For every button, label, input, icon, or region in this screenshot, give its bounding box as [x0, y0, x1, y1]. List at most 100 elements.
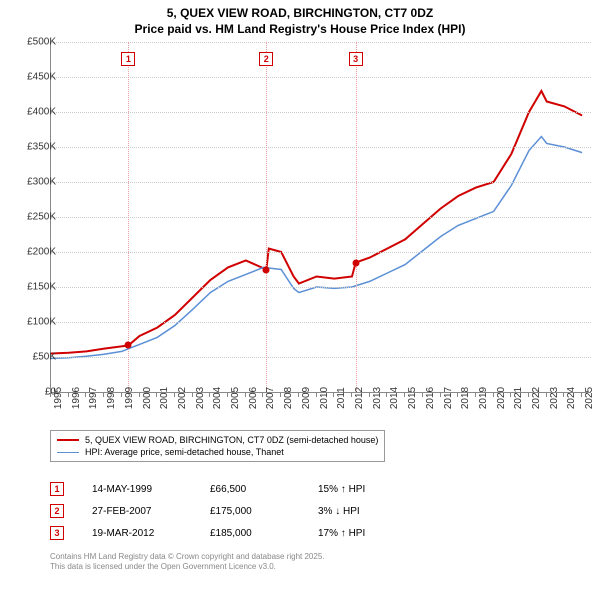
event-num: 3 — [50, 526, 64, 540]
x-tick — [227, 392, 228, 397]
y-axis-label: £200K — [6, 247, 56, 258]
event-row: 114-MAY-1999£66,50015% ↑ HPI — [50, 478, 398, 500]
y-axis-label: £450K — [6, 72, 56, 83]
x-tick — [316, 392, 317, 397]
gridline — [51, 147, 591, 148]
x-axis-label: 2010 — [319, 387, 330, 409]
footer-line-2: This data is licensed under the Open Gov… — [50, 562, 325, 572]
gridline — [51, 182, 591, 183]
event-marker: 2 — [259, 52, 273, 66]
event-num: 2 — [50, 504, 64, 518]
gridline — [51, 77, 591, 78]
legend-swatch — [57, 439, 79, 441]
event-price: £66,500 — [210, 484, 290, 495]
title-line-2: Price paid vs. HM Land Registry's House … — [0, 22, 600, 38]
x-tick — [156, 392, 157, 397]
x-tick — [440, 392, 441, 397]
legend-label: HPI: Average price, semi-detached house,… — [85, 447, 284, 457]
x-tick — [581, 392, 582, 397]
events-table: 114-MAY-1999£66,50015% ↑ HPI227-FEB-2007… — [50, 478, 398, 544]
event-line — [356, 42, 357, 392]
event-date: 27-FEB-2007 — [92, 506, 182, 517]
gridline — [51, 287, 591, 288]
y-axis-label: £400K — [6, 107, 56, 118]
y-axis-label: £300K — [6, 177, 56, 188]
x-axis-label: 1999 — [124, 387, 135, 409]
x-axis-label: 2000 — [142, 387, 153, 409]
x-tick — [528, 392, 529, 397]
x-tick — [475, 392, 476, 397]
chart-container: 5, QUEX VIEW ROAD, BIRCHINGTON, CT7 0DZ … — [0, 0, 600, 590]
x-tick — [404, 392, 405, 397]
gridline — [51, 42, 591, 43]
gridline — [51, 357, 591, 358]
x-axis-label: 2013 — [372, 387, 383, 409]
x-tick — [103, 392, 104, 397]
event-row: 3 19-MAR-2012 £185,000 17% ↑ HPI — [50, 522, 398, 544]
x-tick — [68, 392, 69, 397]
x-axis-label: 2004 — [212, 387, 223, 409]
event-delta: 3% ↓ HPI — [318, 506, 398, 517]
event-delta: 17% ↑ HPI — [318, 528, 398, 539]
x-tick — [85, 392, 86, 397]
legend-item: 5, QUEX VIEW ROAD, BIRCHINGTON, CT7 0DZ … — [57, 434, 378, 446]
x-axis-label: 2009 — [301, 387, 312, 409]
x-axis-label: 2025 — [584, 387, 595, 409]
x-tick — [510, 392, 511, 397]
event-marker: 3 — [349, 52, 363, 66]
x-axis-label: 2015 — [407, 387, 418, 409]
x-axis-label: 2005 — [230, 387, 241, 409]
x-tick — [493, 392, 494, 397]
x-axis-label: 2016 — [425, 387, 436, 409]
gridline — [51, 112, 591, 113]
x-tick — [192, 392, 193, 397]
gridline — [51, 217, 591, 218]
y-axis-label: £0 — [6, 387, 56, 398]
event-line — [128, 42, 129, 392]
x-tick — [50, 392, 51, 397]
x-axis-label: 2014 — [389, 387, 400, 409]
x-axis-label: 2001 — [159, 387, 170, 409]
event-dot — [263, 266, 270, 273]
x-tick — [209, 392, 210, 397]
title-line-1: 5, QUEX VIEW ROAD, BIRCHINGTON, CT7 0DZ — [0, 6, 600, 22]
x-axis-label: 2006 — [248, 387, 259, 409]
chart-title: 5, QUEX VIEW ROAD, BIRCHINGTON, CT7 0DZ … — [0, 0, 600, 37]
x-axis-label: 1995 — [53, 387, 64, 409]
gridline — [51, 322, 591, 323]
legend: 5, QUEX VIEW ROAD, BIRCHINGTON, CT7 0DZ … — [50, 430, 385, 462]
series-line-price_paid — [51, 91, 582, 354]
event-price: £175,000 — [210, 506, 290, 517]
y-axis-label: £150K — [6, 282, 56, 293]
plot-area: 1 2 3 — [50, 42, 591, 393]
event-row: 2 27-FEB-2007 £175,000 3% ↓ HPI — [50, 500, 398, 522]
event-date: 14-MAY-1999 — [92, 484, 182, 495]
x-axis-label: 1996 — [71, 387, 82, 409]
x-axis-label: 2002 — [177, 387, 188, 409]
x-axis-label: 2008 — [283, 387, 294, 409]
x-tick — [563, 392, 564, 397]
x-axis-label: 2023 — [549, 387, 560, 409]
legend-swatch — [57, 452, 79, 453]
x-tick — [386, 392, 387, 397]
x-axis-label: 2019 — [478, 387, 489, 409]
legend-label: 5, QUEX VIEW ROAD, BIRCHINGTON, CT7 0DZ … — [85, 435, 378, 445]
x-axis-label: 2022 — [531, 387, 542, 409]
x-tick — [351, 392, 352, 397]
event-price: £185,000 — [210, 528, 290, 539]
x-axis-label: 1997 — [88, 387, 99, 409]
attribution: Contains HM Land Registry data © Crown c… — [50, 552, 325, 573]
event-num: 1 — [50, 482, 64, 496]
event-date: 19-MAR-2012 — [92, 528, 182, 539]
x-axis-label: 2020 — [496, 387, 507, 409]
x-tick — [333, 392, 334, 397]
footer-line-1: Contains HM Land Registry data © Crown c… — [50, 552, 325, 562]
x-axis-label: 2018 — [460, 387, 471, 409]
x-axis-label: 2012 — [354, 387, 365, 409]
y-axis-label: £250K — [6, 212, 56, 223]
x-tick — [457, 392, 458, 397]
event-marker: 1 — [121, 52, 135, 66]
x-tick — [245, 392, 246, 397]
x-axis-label: 2021 — [513, 387, 524, 409]
x-tick — [139, 392, 140, 397]
